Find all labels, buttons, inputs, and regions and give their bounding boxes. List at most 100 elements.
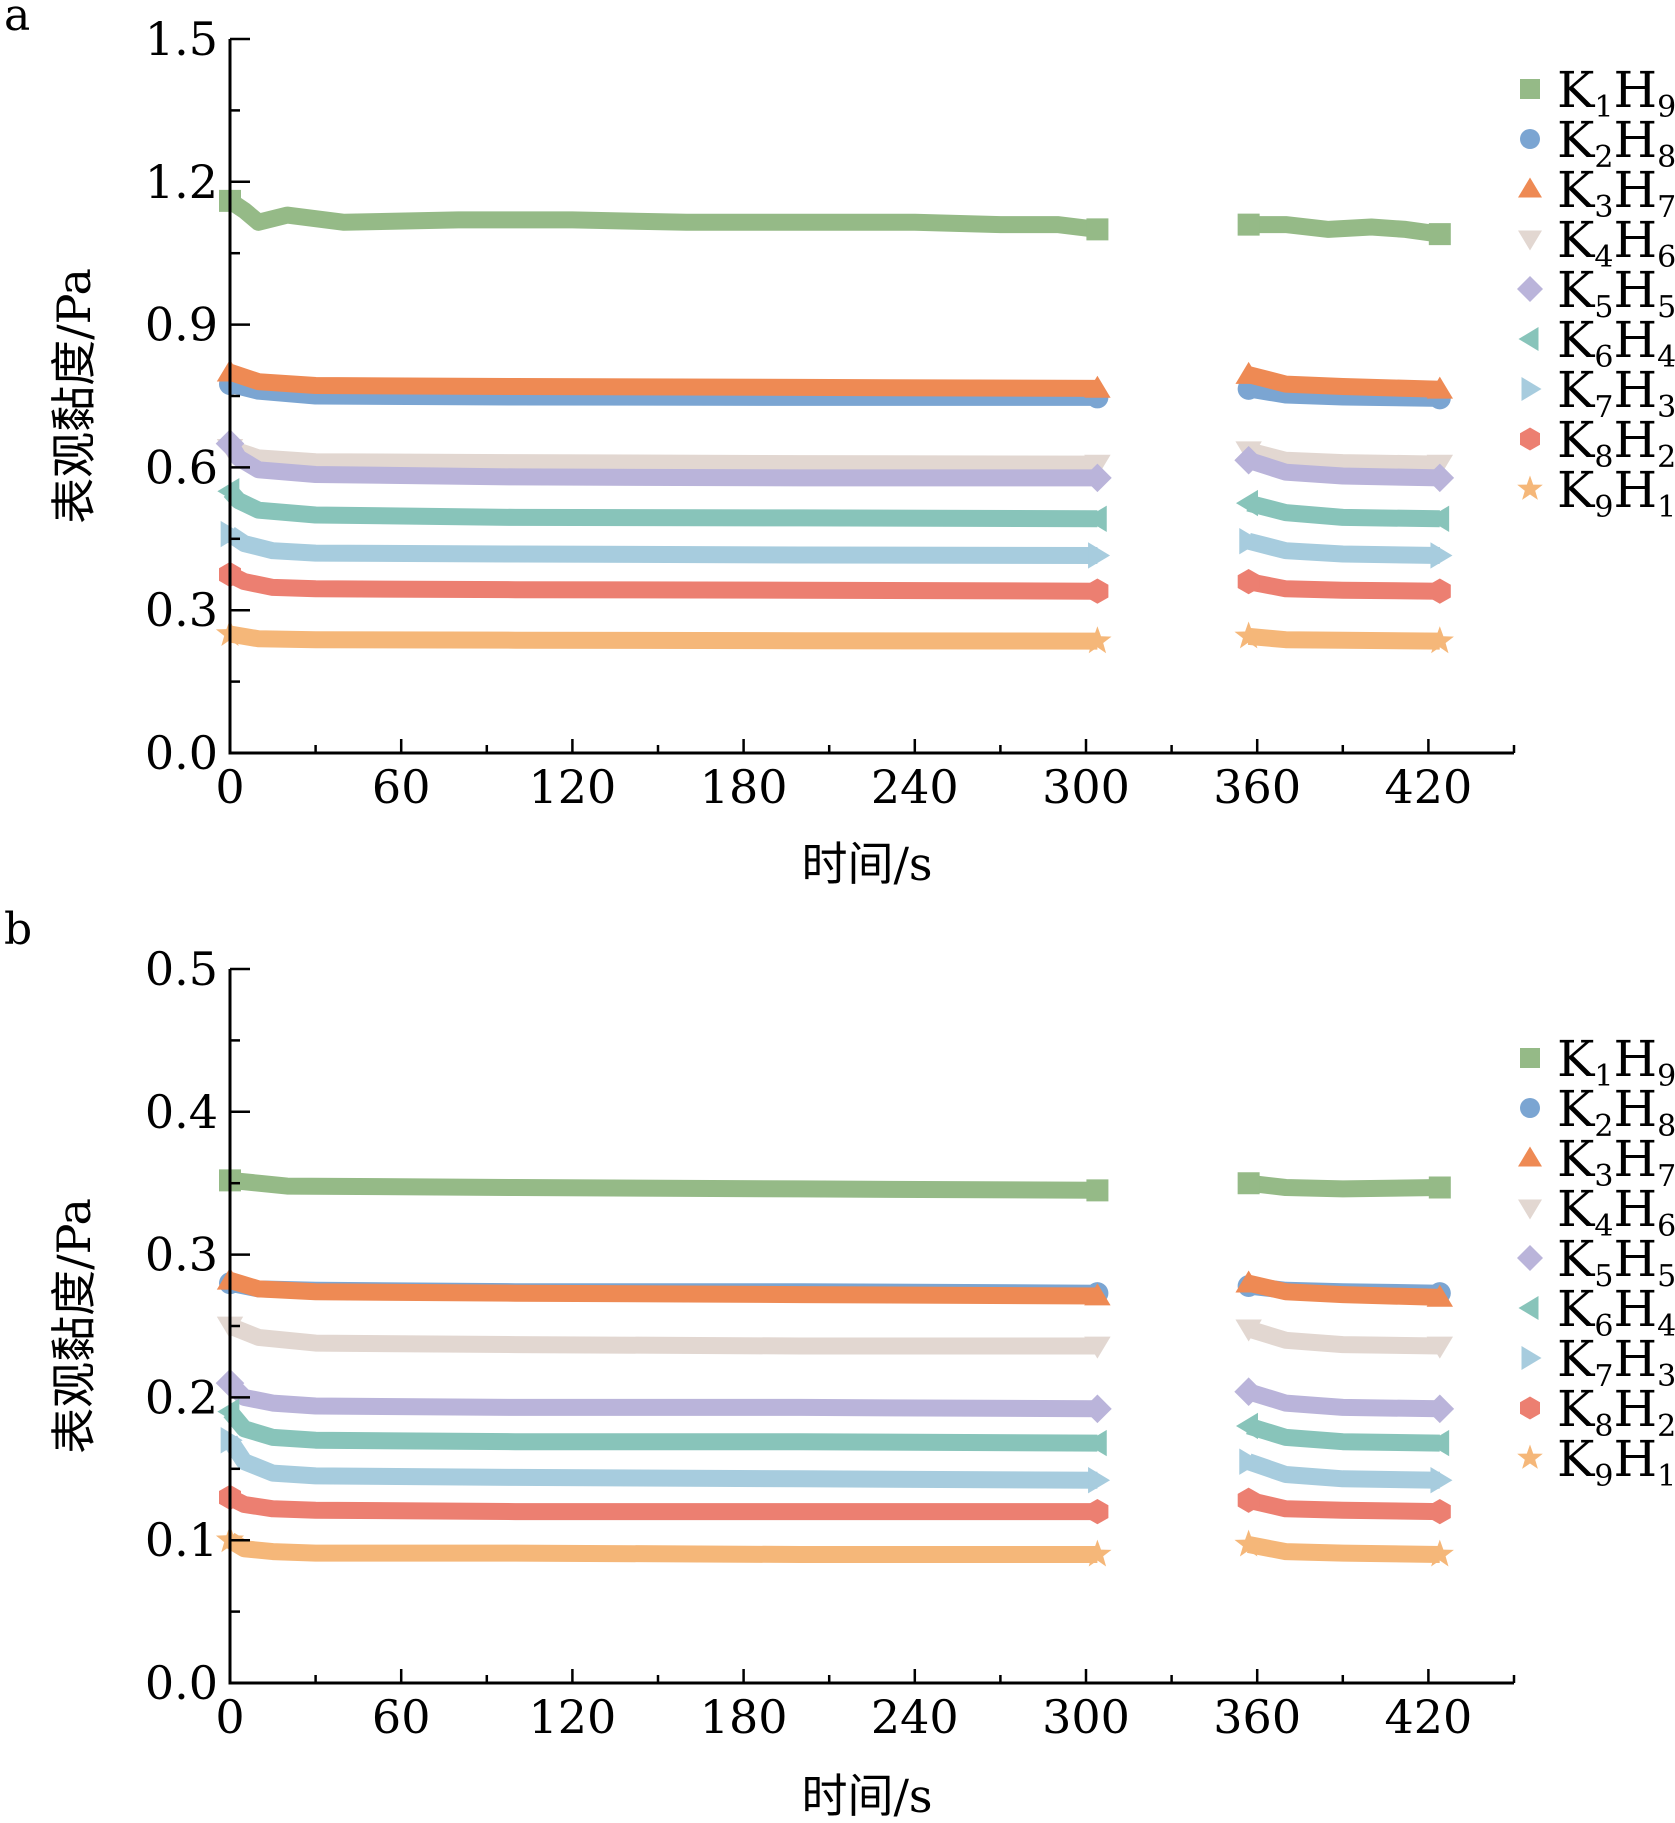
data-point bbox=[1425, 626, 1454, 654]
legend-marker-star-icon bbox=[1517, 475, 1543, 500]
data-point bbox=[1084, 375, 1111, 398]
panel-b: b 0 60 120 180 240 300 360 420 0.0 0.1 0.2 0.3 0.4 0.5… bbox=[4, 904, 1675, 1823]
data-point bbox=[1234, 445, 1263, 475]
series-band bbox=[1246, 1383, 1440, 1418]
data-point bbox=[1427, 505, 1450, 533]
x-tick-label: 360 bbox=[1213, 1690, 1301, 1744]
x-tick-label: 0 bbox=[215, 760, 244, 814]
series-band bbox=[228, 625, 1098, 650]
series-band bbox=[222, 1435, 1098, 1489]
data-point bbox=[1083, 626, 1112, 654]
x-tick-label: 420 bbox=[1384, 1690, 1472, 1744]
data-point bbox=[1426, 376, 1454, 399]
legend-item: K6H4 bbox=[1518, 311, 1675, 375]
legend-marker-circle-icon bbox=[1520, 1098, 1540, 1118]
series-band bbox=[225, 193, 1099, 238]
series-band bbox=[226, 1318, 1098, 1355]
legend-item: K5H5 bbox=[1517, 1230, 1675, 1294]
x-tick-label: 300 bbox=[1042, 760, 1130, 814]
data-point bbox=[1086, 578, 1109, 604]
data-point bbox=[1428, 223, 1451, 246]
data-point bbox=[1426, 1284, 1454, 1307]
x-tick-label: 360 bbox=[1213, 760, 1301, 814]
data-point bbox=[1088, 542, 1111, 569]
series-band bbox=[1245, 1453, 1440, 1489]
legend-marker-triangle-down-icon bbox=[1518, 230, 1542, 251]
legend-marker-diamond-icon bbox=[1517, 1245, 1543, 1271]
legend-marker-triangle-left-icon bbox=[1518, 327, 1539, 351]
data-point bbox=[1426, 1336, 1454, 1359]
legend-label: K4H6 bbox=[1557, 211, 1675, 275]
legend-label: K1H9 bbox=[1557, 1030, 1675, 1094]
data-point bbox=[1234, 621, 1263, 649]
series-band bbox=[1246, 1274, 1441, 1306]
y-tick-label: 0.6 bbox=[145, 440, 218, 494]
data-point bbox=[1428, 578, 1451, 604]
legend-label: K8H2 bbox=[1557, 1380, 1675, 1444]
series-band bbox=[225, 1532, 1098, 1563]
legend-item: K1H9 bbox=[1520, 61, 1675, 125]
y-tick-label: 1.2 bbox=[145, 155, 218, 209]
y-tick-label: 0.5 bbox=[145, 942, 218, 996]
legend-item: K1H9 bbox=[1520, 1030, 1675, 1094]
series-band bbox=[1246, 1417, 1440, 1452]
series-K5H5 bbox=[215, 1368, 1455, 1424]
legend-marker-triangle-down-icon bbox=[1518, 1199, 1542, 1220]
legend-item: K2H8 bbox=[1520, 111, 1675, 175]
series-K6H4 bbox=[217, 478, 1450, 533]
series-band bbox=[1246, 573, 1440, 600]
series-K1H9 bbox=[219, 189, 1451, 246]
x-tick-label: 240 bbox=[871, 1690, 959, 1744]
series-K9H1 bbox=[215, 619, 1454, 654]
series-band bbox=[1246, 1491, 1440, 1521]
legend-marker-triangle-right-icon bbox=[1521, 377, 1542, 401]
panel-label: a bbox=[4, 0, 30, 41]
data-point bbox=[1237, 1172, 1260, 1195]
legend-marker-triangle-left-icon bbox=[1518, 1296, 1539, 1320]
data-point bbox=[1086, 1179, 1109, 1202]
legend-item: K2H8 bbox=[1520, 1080, 1675, 1144]
legend-item: K7H3 bbox=[1521, 1330, 1675, 1394]
legend-label: K9H1 bbox=[1557, 461, 1675, 525]
x-tick-label: 180 bbox=[700, 1690, 788, 1744]
y-tick-label: 0.4 bbox=[145, 1085, 218, 1139]
series-band bbox=[1248, 216, 1441, 243]
y-tick-label: 1.5 bbox=[145, 12, 218, 66]
x-tick-label: 420 bbox=[1384, 760, 1472, 814]
data-point bbox=[1427, 1429, 1450, 1457]
legend-label: K5H5 bbox=[1557, 261, 1675, 325]
y-tick-label: 0.9 bbox=[145, 298, 218, 352]
legend-label: K8H2 bbox=[1557, 411, 1675, 475]
legend-label: K2H8 bbox=[1557, 1080, 1675, 1144]
x-tick-label: 120 bbox=[528, 760, 616, 814]
series-band bbox=[1247, 627, 1440, 650]
legend-item: K9H1 bbox=[1517, 461, 1675, 525]
series-band bbox=[227, 440, 1098, 473]
series-K7H3 bbox=[220, 520, 1453, 569]
data-point bbox=[1234, 1377, 1263, 1406]
legend-label: K1H9 bbox=[1557, 61, 1675, 125]
series-band bbox=[225, 526, 1098, 564]
data-point bbox=[1237, 569, 1260, 595]
y-tick-label: 0.3 bbox=[145, 1228, 218, 1282]
legend-item: K6H4 bbox=[1518, 1280, 1675, 1344]
data-point bbox=[1084, 1429, 1107, 1457]
data-point bbox=[1083, 1394, 1112, 1424]
legend-label: K3H7 bbox=[1557, 1130, 1675, 1194]
series-band bbox=[222, 439, 1098, 487]
y-axis-label: 表观黏度/Pa bbox=[47, 268, 101, 524]
data-point bbox=[1430, 1467, 1453, 1494]
legend-label: K3H7 bbox=[1557, 161, 1675, 225]
legend-item: K4H6 bbox=[1518, 211, 1675, 275]
series-K3H7 bbox=[216, 359, 1454, 399]
series-K1H9 bbox=[219, 1169, 1451, 1202]
series-band bbox=[227, 364, 1098, 397]
y-tick-label: 0.0 bbox=[145, 726, 218, 780]
legend-item: K8H2 bbox=[1520, 1380, 1675, 1444]
series-band bbox=[227, 1272, 1098, 1305]
data-point bbox=[1086, 1499, 1109, 1525]
series-band bbox=[1247, 1174, 1440, 1198]
series-K8H2 bbox=[219, 561, 1451, 604]
series-band bbox=[1246, 366, 1441, 398]
